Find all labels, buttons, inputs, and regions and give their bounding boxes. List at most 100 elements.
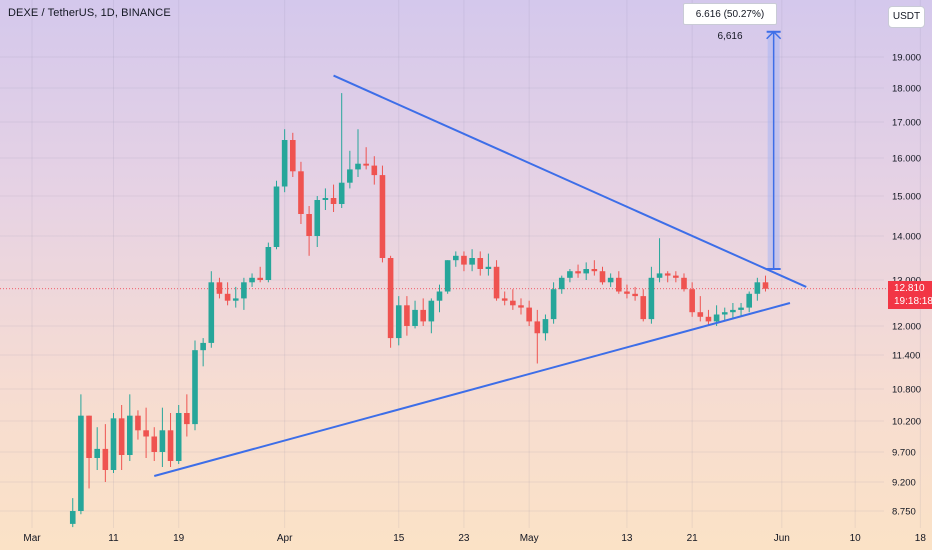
price-tick-label: 10.800 — [892, 385, 921, 396]
time-tick-label: 21 — [687, 533, 699, 544]
candle-body — [681, 277, 687, 290]
price-tick-label: 18.000 — [892, 84, 921, 95]
price-tick-label: 9.700 — [892, 448, 916, 459]
time-tick-label: Jun — [774, 533, 790, 544]
candle-body — [281, 140, 288, 187]
grid-lines — [0, 0, 921, 528]
candle-body — [607, 277, 614, 283]
candle-body — [469, 258, 475, 265]
price-tick-label: 8.750 — [892, 507, 916, 518]
candle-body — [371, 165, 378, 176]
candle-body — [224, 293, 231, 301]
price-tick-label: 11.400 — [892, 351, 920, 362]
candle-body — [526, 307, 532, 322]
candle-body — [265, 247, 272, 280]
candle-body — [436, 291, 443, 301]
time-axis[interactable]: Mar 11 19 Apr 15 23 May 13 21 Jun 10 18 — [23, 533, 926, 544]
candle-body — [534, 321, 541, 334]
time-tick-label: 19 — [173, 533, 185, 544]
candle-body — [689, 289, 695, 313]
candle-body — [721, 312, 728, 315]
time-tick-label: 15 — [393, 533, 405, 544]
candle-body — [94, 448, 100, 458]
time-tick-label: 18 — [915, 533, 927, 544]
time-tick-label: 13 — [621, 533, 633, 544]
candle-body — [249, 277, 255, 283]
time-tick-label: 11 — [108, 533, 119, 544]
candle-body — [232, 298, 239, 301]
measure-label: 6.616 (50.27%) 6,616 — [683, 3, 777, 42]
candles — [69, 93, 769, 528]
candle-body — [184, 413, 190, 425]
candle-body — [640, 296, 647, 320]
candle-body — [290, 140, 296, 172]
candle-body — [330, 198, 337, 204]
price-tick-label: 14.000 — [892, 232, 921, 243]
candle-body — [86, 415, 92, 458]
candle-body — [518, 305, 524, 308]
candle-body — [200, 342, 206, 351]
candle-body — [159, 430, 166, 452]
candle-body — [322, 198, 329, 200]
candle-body — [575, 271, 581, 274]
candle-body — [501, 298, 508, 301]
candle-body — [485, 266, 492, 269]
time-tick-label: 23 — [458, 533, 470, 544]
candle-body — [738, 307, 744, 310]
current-price-tag: 12.810 19:18:18 — [888, 281, 932, 309]
candle-body — [510, 300, 516, 306]
candle-body — [208, 282, 215, 343]
candle-body — [550, 289, 557, 320]
candle-body — [632, 293, 638, 297]
price-tick-label: 19.000 — [892, 53, 921, 64]
candle-body — [705, 316, 712, 322]
candle-body — [673, 275, 679, 278]
candle-body — [762, 282, 769, 289]
price-tick-label: 9.200 — [892, 478, 916, 489]
candle-body — [241, 282, 247, 299]
time-tick-label: Mar — [23, 533, 41, 544]
candle-body — [697, 312, 704, 317]
time-tick-label: Apr — [277, 533, 293, 544]
candle-body — [477, 258, 484, 269]
countdown-timer: 19:18:18 — [894, 296, 932, 307]
lower-trendline — [153, 302, 791, 477]
candle-body — [542, 319, 549, 334]
candle-body — [591, 269, 598, 272]
candle-body — [355, 163, 361, 170]
candle-body — [713, 314, 720, 322]
drawings[interactable] — [153, 30, 807, 477]
candle-body — [306, 214, 312, 236]
candle-body — [118, 418, 125, 455]
candle-body — [493, 266, 500, 299]
candle-body — [298, 171, 304, 214]
candle-body — [273, 186, 280, 247]
candle-body — [314, 200, 321, 236]
candle-body — [127, 415, 133, 455]
candle-body — [428, 300, 435, 322]
candle-body — [730, 309, 736, 313]
candle-body — [583, 269, 589, 274]
current-price-value: 12.810 — [894, 283, 925, 294]
currency-button[interactable]: USDT — [888, 6, 925, 28]
candle-body — [461, 255, 467, 265]
price-tick-label: 17.000 — [892, 118, 921, 129]
price-tick-label: 10.200 — [892, 417, 921, 428]
candle-body — [78, 415, 84, 511]
candle-body — [69, 511, 76, 524]
candle-body — [102, 448, 109, 470]
candle-body — [338, 182, 345, 204]
candle-body — [167, 430, 174, 461]
candle-body — [404, 305, 410, 326]
candle-body — [412, 309, 418, 326]
price-tick-label: 16.000 — [892, 154, 921, 165]
candle-body — [110, 418, 117, 470]
chart-title: DEXE / TetherUS, 1D, BINANCE — [8, 7, 171, 19]
candle-body — [746, 293, 752, 308]
candle-body — [664, 273, 671, 276]
candle-body — [624, 291, 630, 294]
candle-body — [558, 277, 565, 290]
time-tick-label: 10 — [850, 533, 862, 544]
